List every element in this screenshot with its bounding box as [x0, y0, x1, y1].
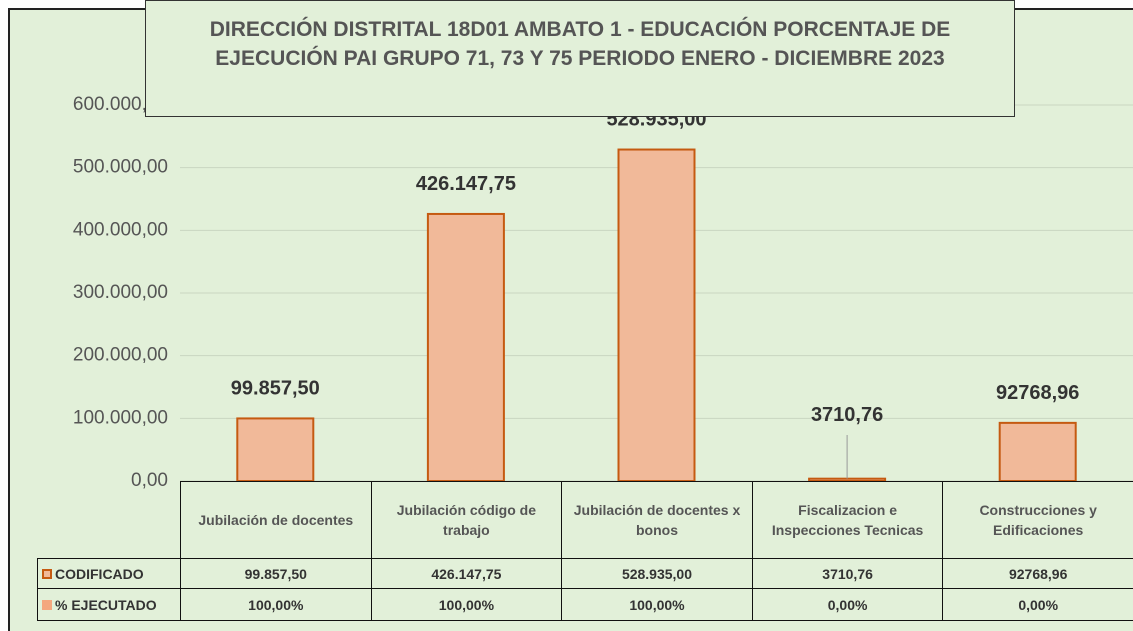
data-label: 426.147,75 — [416, 173, 516, 195]
category-label: Construcciones y Edificaciones — [942, 481, 1133, 559]
legend-label: CODIFICADO — [55, 565, 144, 582]
data-label: 99.857,50 — [231, 377, 320, 399]
table-value: 426.147,75 — [370, 558, 563, 589]
y-tick-label: 400.000,00 — [73, 219, 168, 240]
table-value: 99.857,50 — [180, 558, 372, 589]
legend-entry: CODIFICADO — [37, 558, 181, 589]
legend-swatch — [42, 568, 52, 579]
data-label: 3710,76 — [811, 404, 883, 426]
legend-entry: % EJECUTADO — [37, 588, 181, 621]
category-label: Fiscalizacion e Inspecciones Tecnicas — [751, 481, 944, 559]
table-value: 3710,76 — [751, 558, 944, 589]
table-value: 100,00% — [180, 588, 372, 621]
table-value: 100,00% — [561, 588, 753, 621]
y-tick-label: 0,00 — [131, 470, 168, 491]
category-label: Jubilación código de trabajo — [370, 481, 563, 559]
table-value: 100,00% — [370, 588, 563, 621]
bar — [236, 417, 315, 483]
category-label: Jubilación de docentes x bonos — [561, 481, 753, 559]
category-label: Jubilación de docentes — [180, 481, 372, 559]
bar — [617, 148, 696, 483]
y-tick-label: 300.000,00 — [73, 282, 168, 303]
y-tick-label: 200.000,00 — [73, 345, 168, 366]
table-value: 528.935,00 — [561, 558, 753, 589]
chart-title: DIRECCIÓN DISTRITAL 18D01 AMBATO 1 - EDU… — [145, 0, 1015, 117]
bar — [998, 421, 1077, 482]
y-tick-label: 500.000,00 — [73, 157, 168, 178]
y-tick-label: 100.000,00 — [73, 407, 168, 428]
table-value: 92768,96 — [942, 558, 1133, 589]
table-value: 0,00% — [751, 588, 944, 621]
legend-swatch — [42, 599, 52, 610]
legend-label: % EJECUTADO — [55, 596, 157, 613]
data-label: 92768,96 — [996, 382, 1079, 404]
bar — [426, 212, 505, 482]
y-tick-label: 600.000,00 — [73, 94, 168, 115]
table-value: 0,00% — [942, 588, 1133, 621]
